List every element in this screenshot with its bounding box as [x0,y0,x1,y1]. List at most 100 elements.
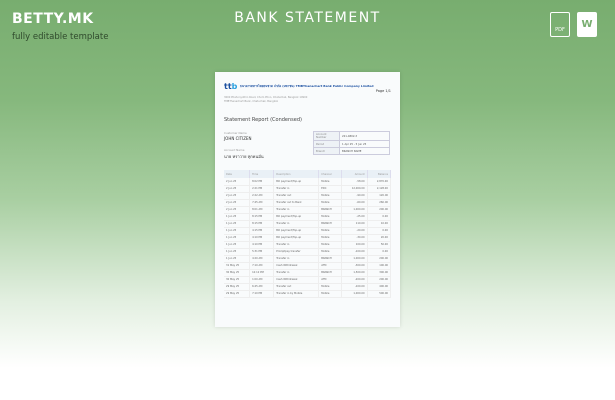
info-row: Account Number 221-4802-3 [313,131,390,141]
table-cell: -90.00 [341,192,368,200]
table-cell: Transfer out to Bank [273,199,320,207]
table-cell: 31 May 25 [224,262,251,270]
table-row: 2 Jun 25 8:02 PM Bill payment/Top-up Mobile… [224,178,392,186]
table-row: 1 Jun 25 4:15 PM Bill payment/Top-up Mobile… [224,227,392,235]
table-cell: 2,870.00 [367,178,392,186]
table-cell: 2:21 PM [249,185,275,193]
table-cell: 120.00 [367,192,392,200]
statement-document: ttb ธนาคารทหารไทยธนชาต จำกัด (มหาชน) TMB… [215,72,400,327]
table-cell: Cash Withdrawal [273,276,320,284]
table-cell: 110.00 [341,220,368,228]
column-header: Amount [341,170,368,178]
table-cell: Cash Withdrawal [273,262,320,270]
table-cell: -58.00 [341,178,368,186]
table-cell: ATM [318,262,342,270]
table-cell: 0.00 [367,248,392,256]
table-cell: EDC [318,185,342,193]
table-cell: 10.00 [367,220,392,228]
table-row: 29 May 25 7:10 PM Transfer in by Mobile Mob… [224,290,392,298]
page-number: Page 1/1 [375,89,391,93]
table-cell: 400.00 [367,283,392,291]
table-cell: 1 Jun 25 [224,234,251,242]
table-cell: 260.00 [367,199,392,207]
table-cell: 8:02 PM [249,178,275,186]
table-cell: 6:45 AM [249,283,275,291]
word-file-icon[interactable]: W [577,12,597,37]
table-cell: -200.00 [341,276,368,284]
info-value: 1 Apr 25 - 5 Jun 25 [339,140,390,148]
column-header: Date [224,170,251,178]
table-row: 2 Jun 25 8:01 AM Transfer in BRANCH 1,000.00… [224,206,392,214]
table-cell: Transfer out [273,192,320,200]
table-cell: 0.00 [367,213,392,221]
brand-logo: BETTY.MK [12,11,94,27]
column-header: Time [249,170,275,178]
table-cell: Mobile [318,213,342,221]
table-row: 1 Jun 25 4:10 PM Transfer in Mobile 100.00 50… [224,241,392,249]
table-cell: Mobile [318,192,342,200]
table-cell: 100.00 [341,241,368,249]
table-cell: 8:15 PM [249,213,275,221]
table-cell: -20.00 [341,227,368,235]
column-header: Description [273,170,320,178]
table-cell: 1,000.00 [341,290,368,298]
table-cell: 4:15 PM [249,227,275,235]
table-cell: Bill payment/Top-up [273,213,320,221]
table-cell: 1 Jun 25 [224,227,251,235]
table-cell: Bill payment/Top-up [273,178,320,186]
table-cell: 4:20 AM [249,255,275,263]
table-cell: 1,500.00 [341,269,368,277]
table-cell: Mobile [318,234,342,242]
table-cell: 2:22 AM [249,192,275,200]
table-cell: 20.00 [367,234,392,242]
table-cell: 2 Jun 25 [224,199,251,207]
table-cell: 2 Jun 25 [224,206,251,214]
info-value: 221-4802-3 [339,131,390,141]
table-cell: -100.00 [341,248,368,256]
table-row: 30 May 25 12:12 PM Transfer in BRANCH 1,500.… [224,269,392,277]
table-cell: BRANCH [318,220,342,228]
table-cell: 2,128.00 [367,185,392,193]
info-row: Period 1 Apr 25 - 5 Jun 25 [313,140,390,148]
table-cell: 8:01 AM [249,206,275,214]
table-row: 1 Jun 25 8:15 PM Bill payment/Top-up Mobile… [224,213,392,221]
page-title: BANK STATEMENT [234,10,381,26]
table-cell: Mobile [318,248,342,256]
info-label: Account Number [313,131,340,141]
info-row: Branch BRANCH NAME [313,147,390,155]
table-cell: 100.00 [367,262,392,270]
account-label: Account Name [224,148,245,152]
table-cell: 4:10 PM [249,241,275,249]
table-cell: ATM [318,276,342,284]
column-header: Channel [318,170,342,178]
table-cell: 1:00 AM [249,276,275,284]
table-row: 31 May 25 7:10 AM Cash Withdrawal ATM -300.0… [224,262,392,270]
customer-name: JOHN CITIZEN [224,136,252,141]
table-cell: Transfer in [273,206,320,214]
table-cell: Transfer out [273,283,320,291]
bank-name: ธนาคารทหารไทยธนชาต จำกัด (มหาชน) TMBThan… [240,84,374,88]
table-cell: Mobile [318,241,342,249]
table-cell: -30.00 [341,234,368,242]
table-cell: -100.00 [341,283,368,291]
table-cell: Transfer in [273,220,320,228]
table-cell: 8:15 PM [249,220,275,228]
table-cell: 1 Jun 25 [224,255,251,263]
table-row: 29 May 25 6:45 AM Transfer out Mobile -100.0… [224,283,392,291]
table-cell: 2 Jun 25 [224,178,251,186]
table-cell: Promptpay transfer [273,248,320,256]
account-info-table: Account Number 221-4802-3 Period 1 Apr 25 -… [313,131,390,155]
table-cell: Bill payment/Top-up [273,227,320,235]
pdf-file-icon[interactable]: PDF [550,12,570,37]
table-cell: Transfer in [273,269,320,277]
table-cell: Mobile [318,178,342,186]
table-cell: 300.00 [367,269,392,277]
table-cell: Transfer in by Mobile [273,290,320,298]
address-line: 3000 Phahonyothin Road, Chom Phon, Chatu… [224,96,308,99]
table-row: 30 May 25 1:00 AM Cash Withdrawal ATM -200.0… [224,276,392,284]
table-cell: 1 Jun 25 [224,241,251,249]
table-cell: 30 May 25 [224,276,251,284]
info-label: Period [313,140,340,148]
table-cell: Transfer in [273,241,320,249]
table-cell: BRANCH [318,255,342,263]
